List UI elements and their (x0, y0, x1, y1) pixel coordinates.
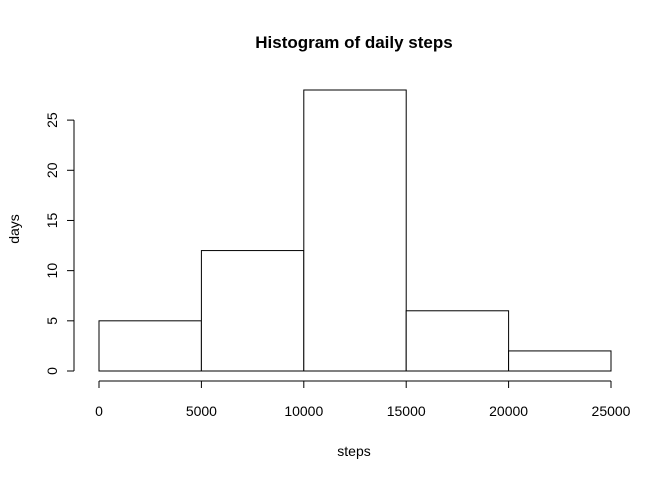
x-axis-label: steps (337, 443, 370, 459)
x-tick-label-1: 5000 (186, 403, 217, 419)
y-tick-label-5: 25 (44, 112, 60, 128)
y-axis-label: days (6, 214, 22, 244)
y-tick-label-1: 5 (44, 317, 60, 325)
histogram-bar-2 (303, 89, 407, 372)
x-axis: 0 5000 10000 15000 20000 25000 (95, 380, 631, 419)
x-tick-label-3: 15000 (387, 403, 426, 419)
y-tick-label-2: 10 (44, 263, 60, 279)
histogram-bar-0 (98, 320, 202, 372)
x-tick-label-5: 25000 (592, 403, 631, 419)
x-tick-label-2: 10000 (284, 403, 323, 419)
x-tick-label-0: 0 (95, 403, 103, 419)
y-tick-label-4: 20 (44, 162, 60, 178)
y-tick-label-3: 15 (44, 212, 60, 228)
y-tick-label-0: 0 (44, 367, 60, 375)
chart-title: Histogram of daily steps (255, 33, 452, 52)
histogram-bars (98, 89, 612, 372)
histogram-bar-4 (508, 350, 612, 372)
x-tick-label-4: 20000 (489, 403, 528, 419)
y-axis: 0 5 10 15 20 25 (44, 112, 75, 375)
histogram-bar-1 (200, 250, 305, 372)
histogram-bar-3 (405, 310, 510, 372)
